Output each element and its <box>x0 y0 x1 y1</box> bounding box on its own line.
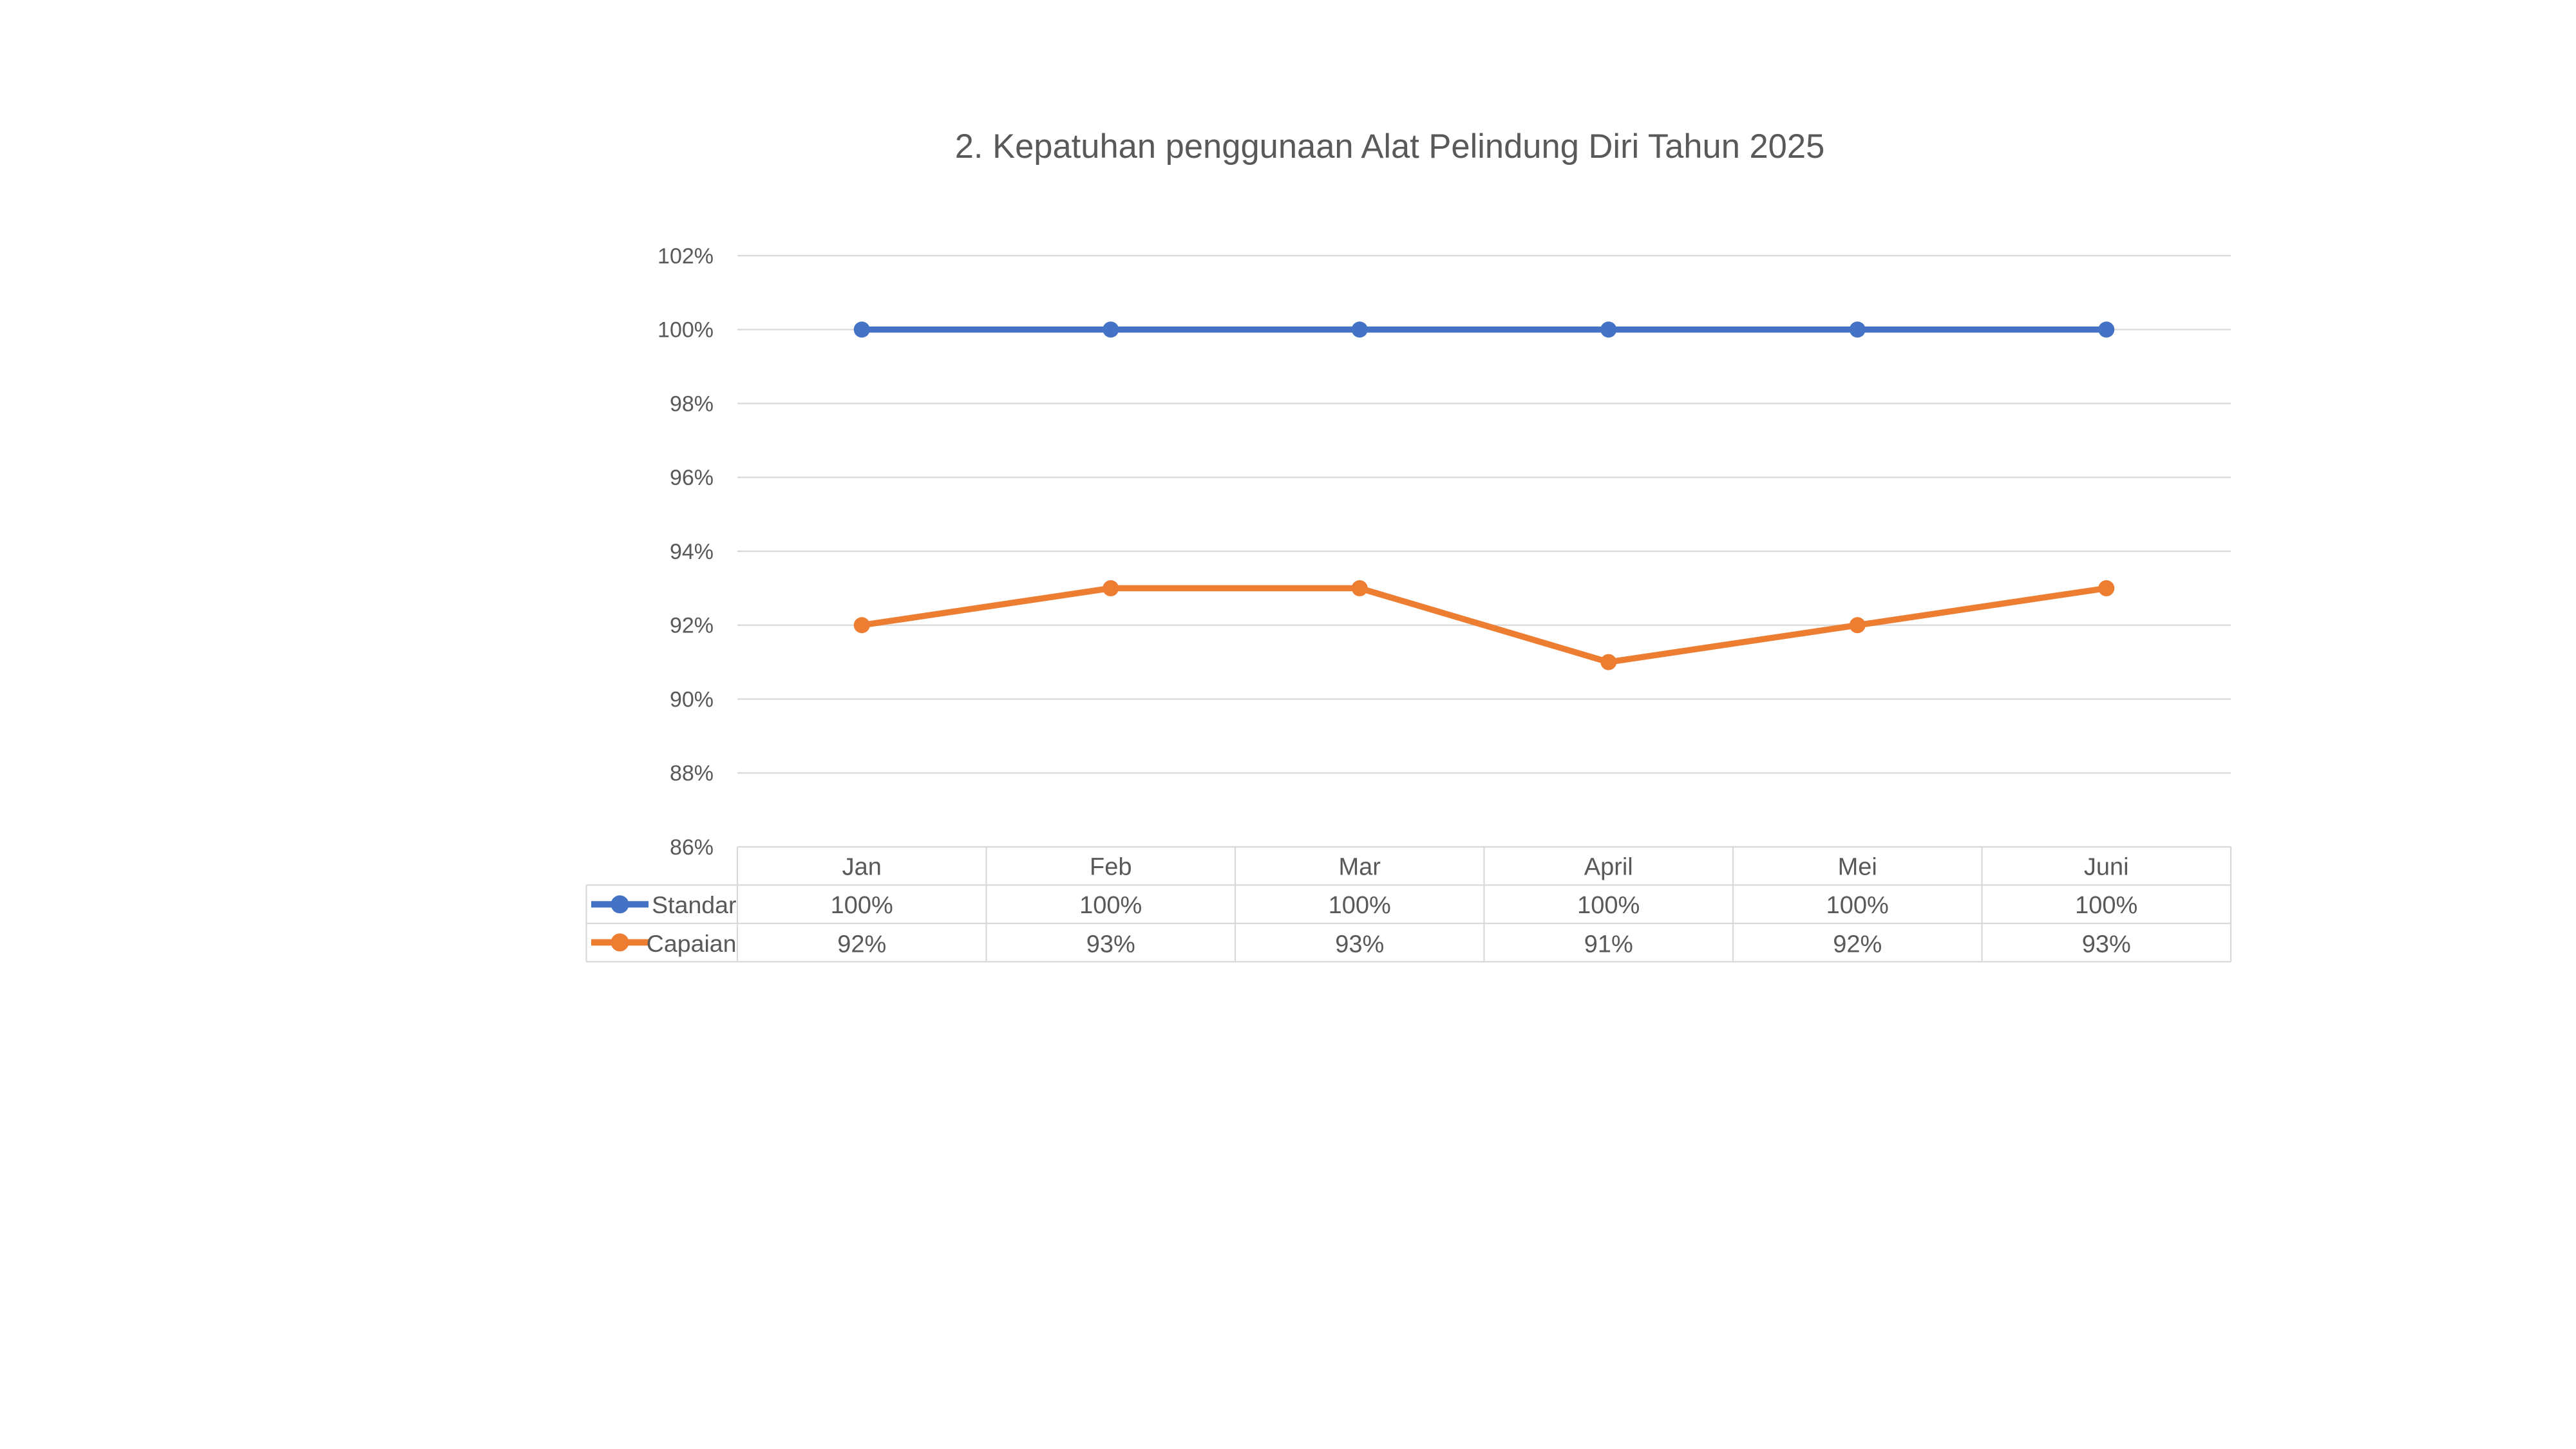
svg-text:98%: 98% <box>670 392 714 416</box>
svg-text:93%: 93% <box>2082 931 2131 958</box>
svg-text:93%: 93% <box>1335 931 1384 958</box>
svg-text:92%: 92% <box>670 614 714 638</box>
svg-text:92%: 92% <box>837 931 886 958</box>
svg-text:Standar: Standar <box>652 891 736 918</box>
svg-text:100%: 100% <box>1079 892 1142 919</box>
svg-text:91%: 91% <box>1584 931 1633 958</box>
svg-text:94%: 94% <box>670 540 714 564</box>
svg-text:100%: 100% <box>831 892 893 919</box>
svg-text:100%: 100% <box>1329 892 1391 919</box>
svg-text:Jan: Jan <box>842 854 882 881</box>
svg-text:102%: 102% <box>658 244 714 269</box>
svg-text:Feb: Feb <box>1090 854 1132 881</box>
svg-text:93%: 93% <box>1086 931 1135 958</box>
svg-text:2. Kepatuhan penggunaan Alat P: 2. Kepatuhan penggunaan Alat Pelindung D… <box>955 128 1825 166</box>
svg-text:Mei: Mei <box>1838 854 1877 881</box>
svg-text:88%: 88% <box>670 761 714 786</box>
svg-text:100%: 100% <box>1826 892 1889 919</box>
svg-text:100%: 100% <box>1577 892 1640 919</box>
svg-text:Juni: Juni <box>2084 854 2129 881</box>
svg-text:96%: 96% <box>670 466 714 490</box>
svg-text:Mar: Mar <box>1339 854 1381 881</box>
svg-text:92%: 92% <box>1833 931 1882 958</box>
svg-text:Capaian: Capaian <box>647 930 737 957</box>
svg-text:April: April <box>1584 854 1633 881</box>
svg-text:86%: 86% <box>670 835 714 860</box>
svg-text:100%: 100% <box>2075 892 2137 919</box>
svg-text:100%: 100% <box>658 318 714 343</box>
svg-text:90%: 90% <box>670 687 714 712</box>
